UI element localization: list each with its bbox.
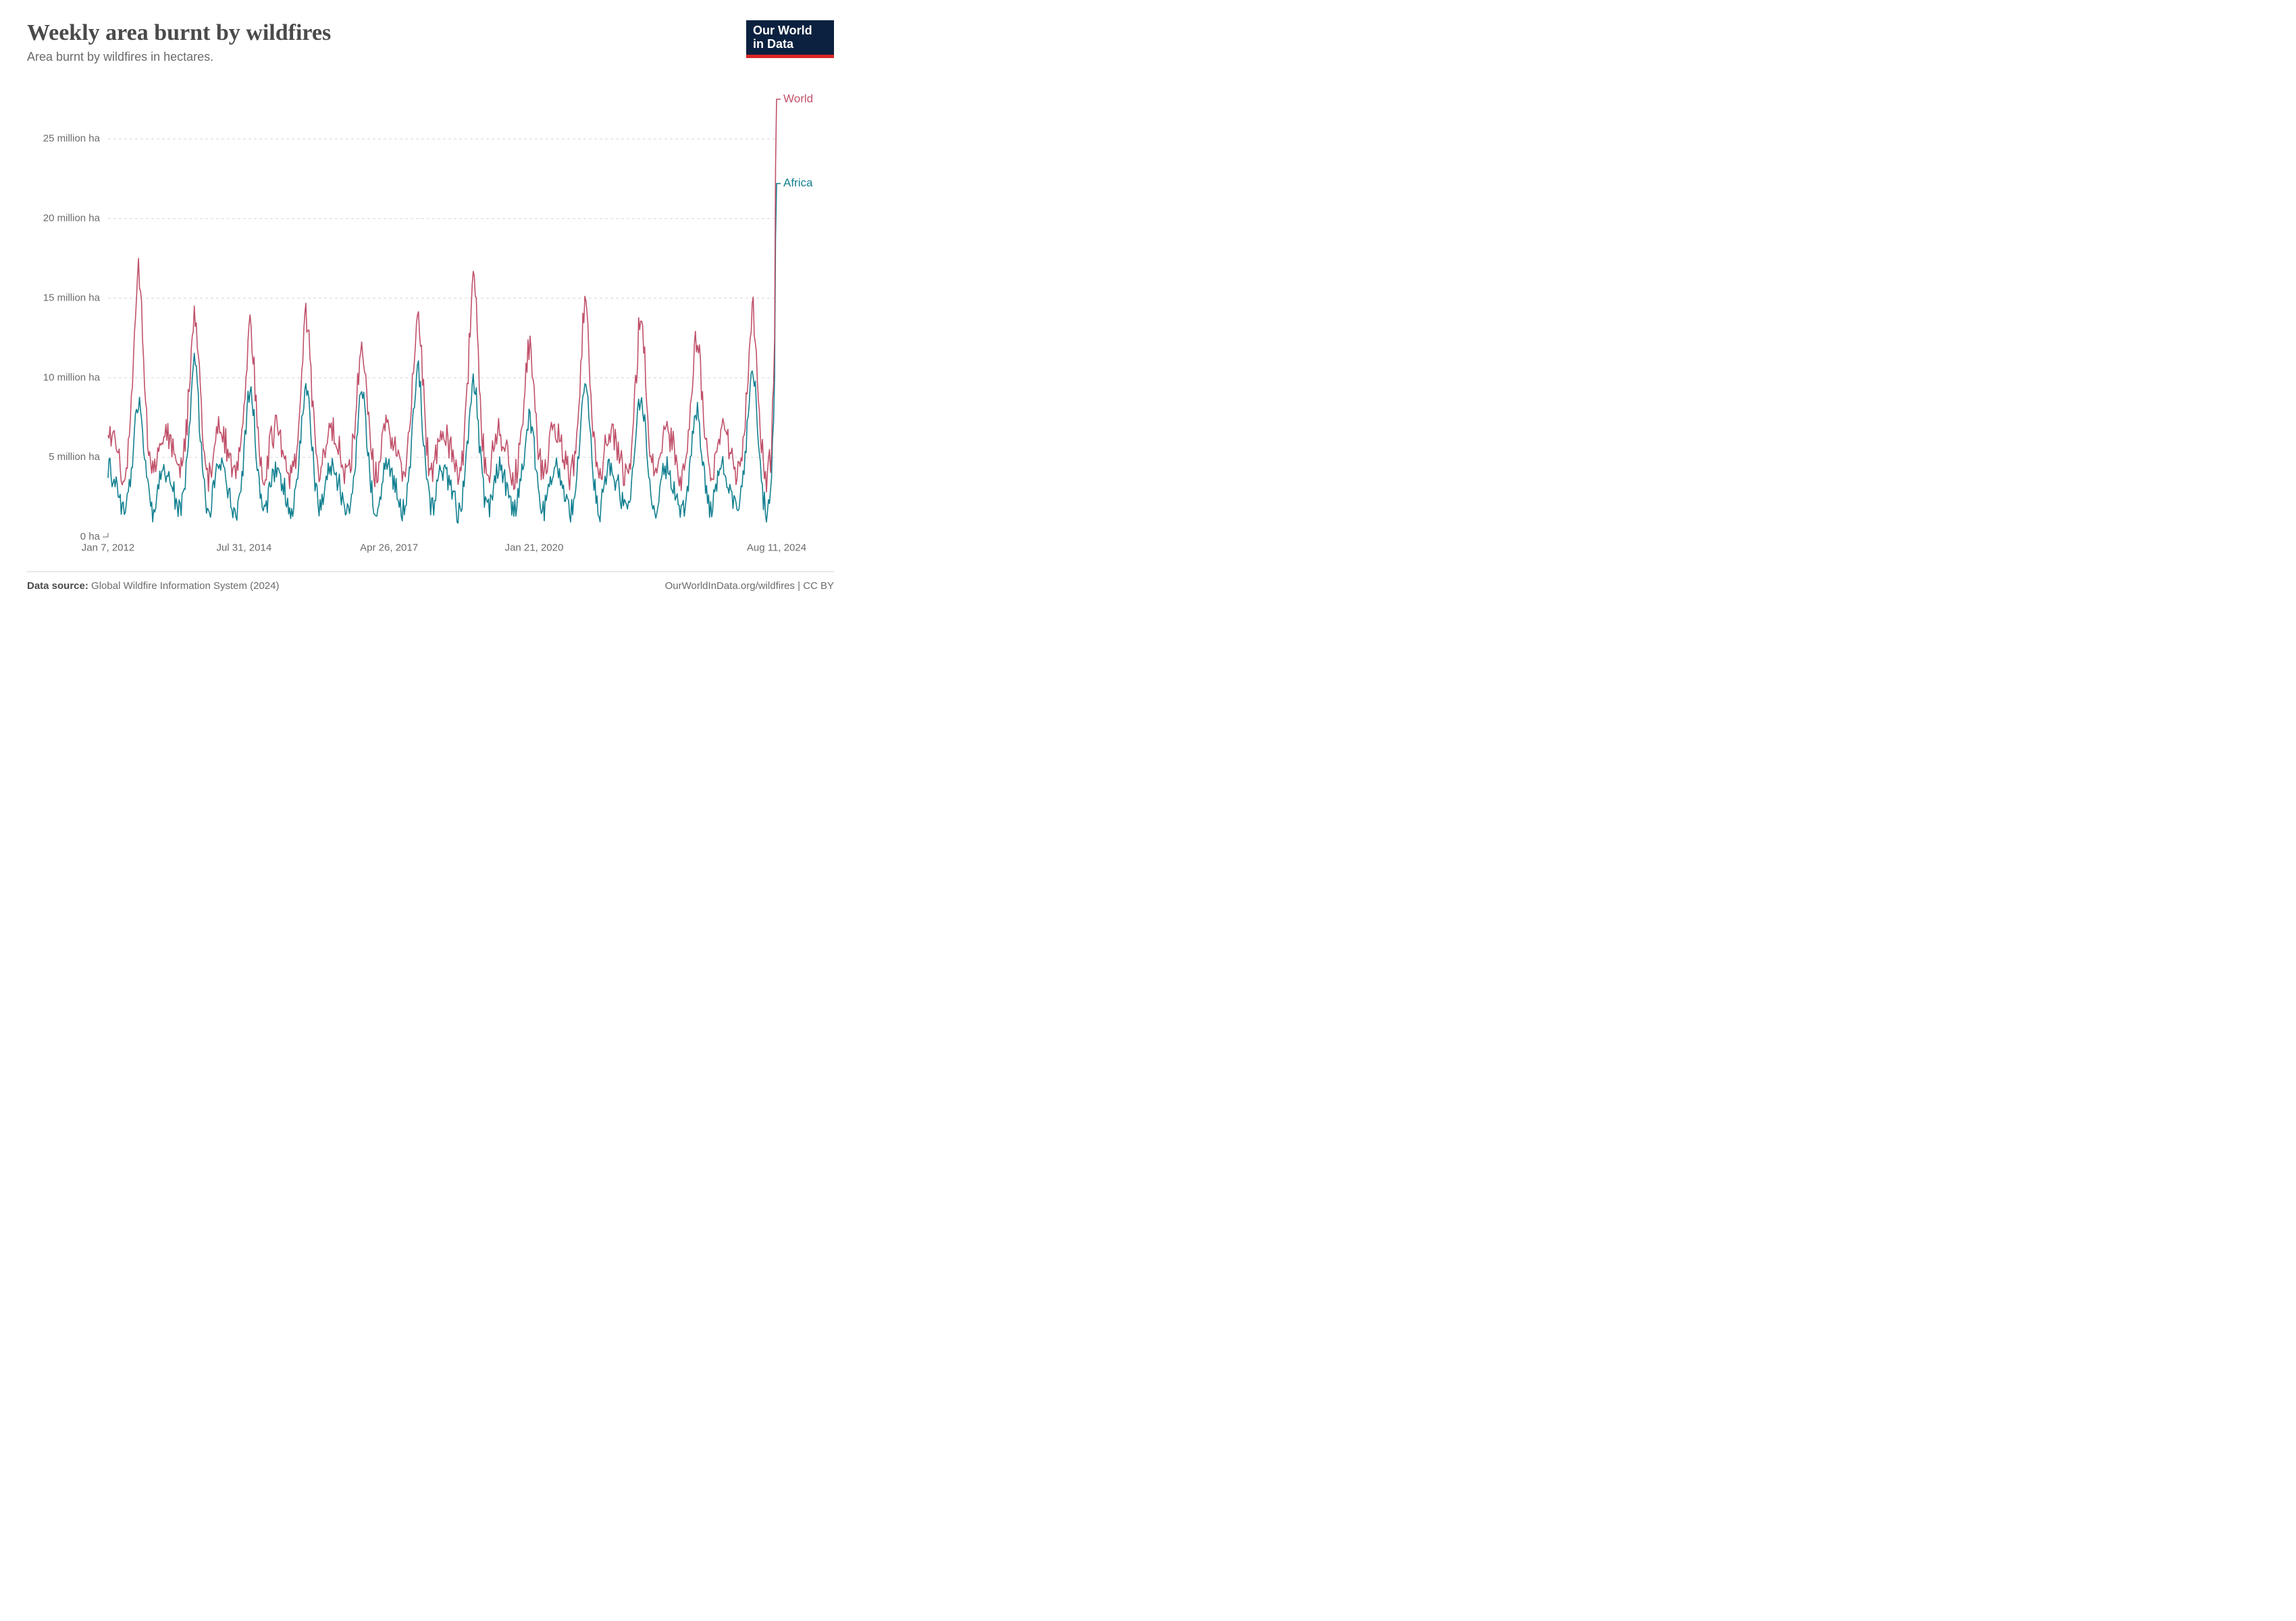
- y-tick-label: 25 million ha: [43, 133, 101, 145]
- series-line-world: [108, 99, 777, 492]
- chart-subtitle: Area burnt by wildfires in hectares.: [27, 50, 834, 64]
- attribution: OurWorldInData.org/wildfires | CC BY: [665, 580, 834, 592]
- series-label-world: World: [783, 92, 813, 105]
- chart-title: Weekly area burnt by wildfires: [27, 20, 834, 46]
- source-label: Data source:: [27, 580, 88, 592]
- series-line-africa: [108, 184, 777, 523]
- source-text: Global Wildfire Information System (2024…: [91, 580, 279, 592]
- line-chart: 0 ha 5 million ha 10 million ha 15 million …: [27, 78, 834, 564]
- y-tick-label: 10 million ha: [43, 371, 101, 383]
- y-tick-label: 5 million ha: [49, 451, 101, 463]
- chart-header: Weekly area burnt by wildfires Area burn…: [27, 20, 834, 64]
- x-tick-label: Jan 21, 2020: [505, 542, 564, 553]
- x-tick-label: Aug 11, 2024: [747, 542, 806, 553]
- chart-container: 0 ha 5 million ha 10 million ha 15 million …: [27, 78, 834, 564]
- series-label-africa: Africa: [783, 176, 813, 189]
- y-tick-label: 0 ha: [80, 531, 101, 542]
- data-source: Data source: Global Wildfire Information…: [27, 580, 279, 592]
- x-tick-label: Apr 26, 2017: [360, 542, 418, 553]
- y-tick-label: 20 million ha: [43, 213, 101, 224]
- y-tick-label: 15 million ha: [43, 292, 101, 303]
- x-tick-label: Jan 7, 2012: [82, 542, 134, 553]
- chart-footer: Data source: Global Wildfire Information…: [27, 571, 834, 592]
- x-tick-label: Jul 31, 2014: [216, 542, 271, 553]
